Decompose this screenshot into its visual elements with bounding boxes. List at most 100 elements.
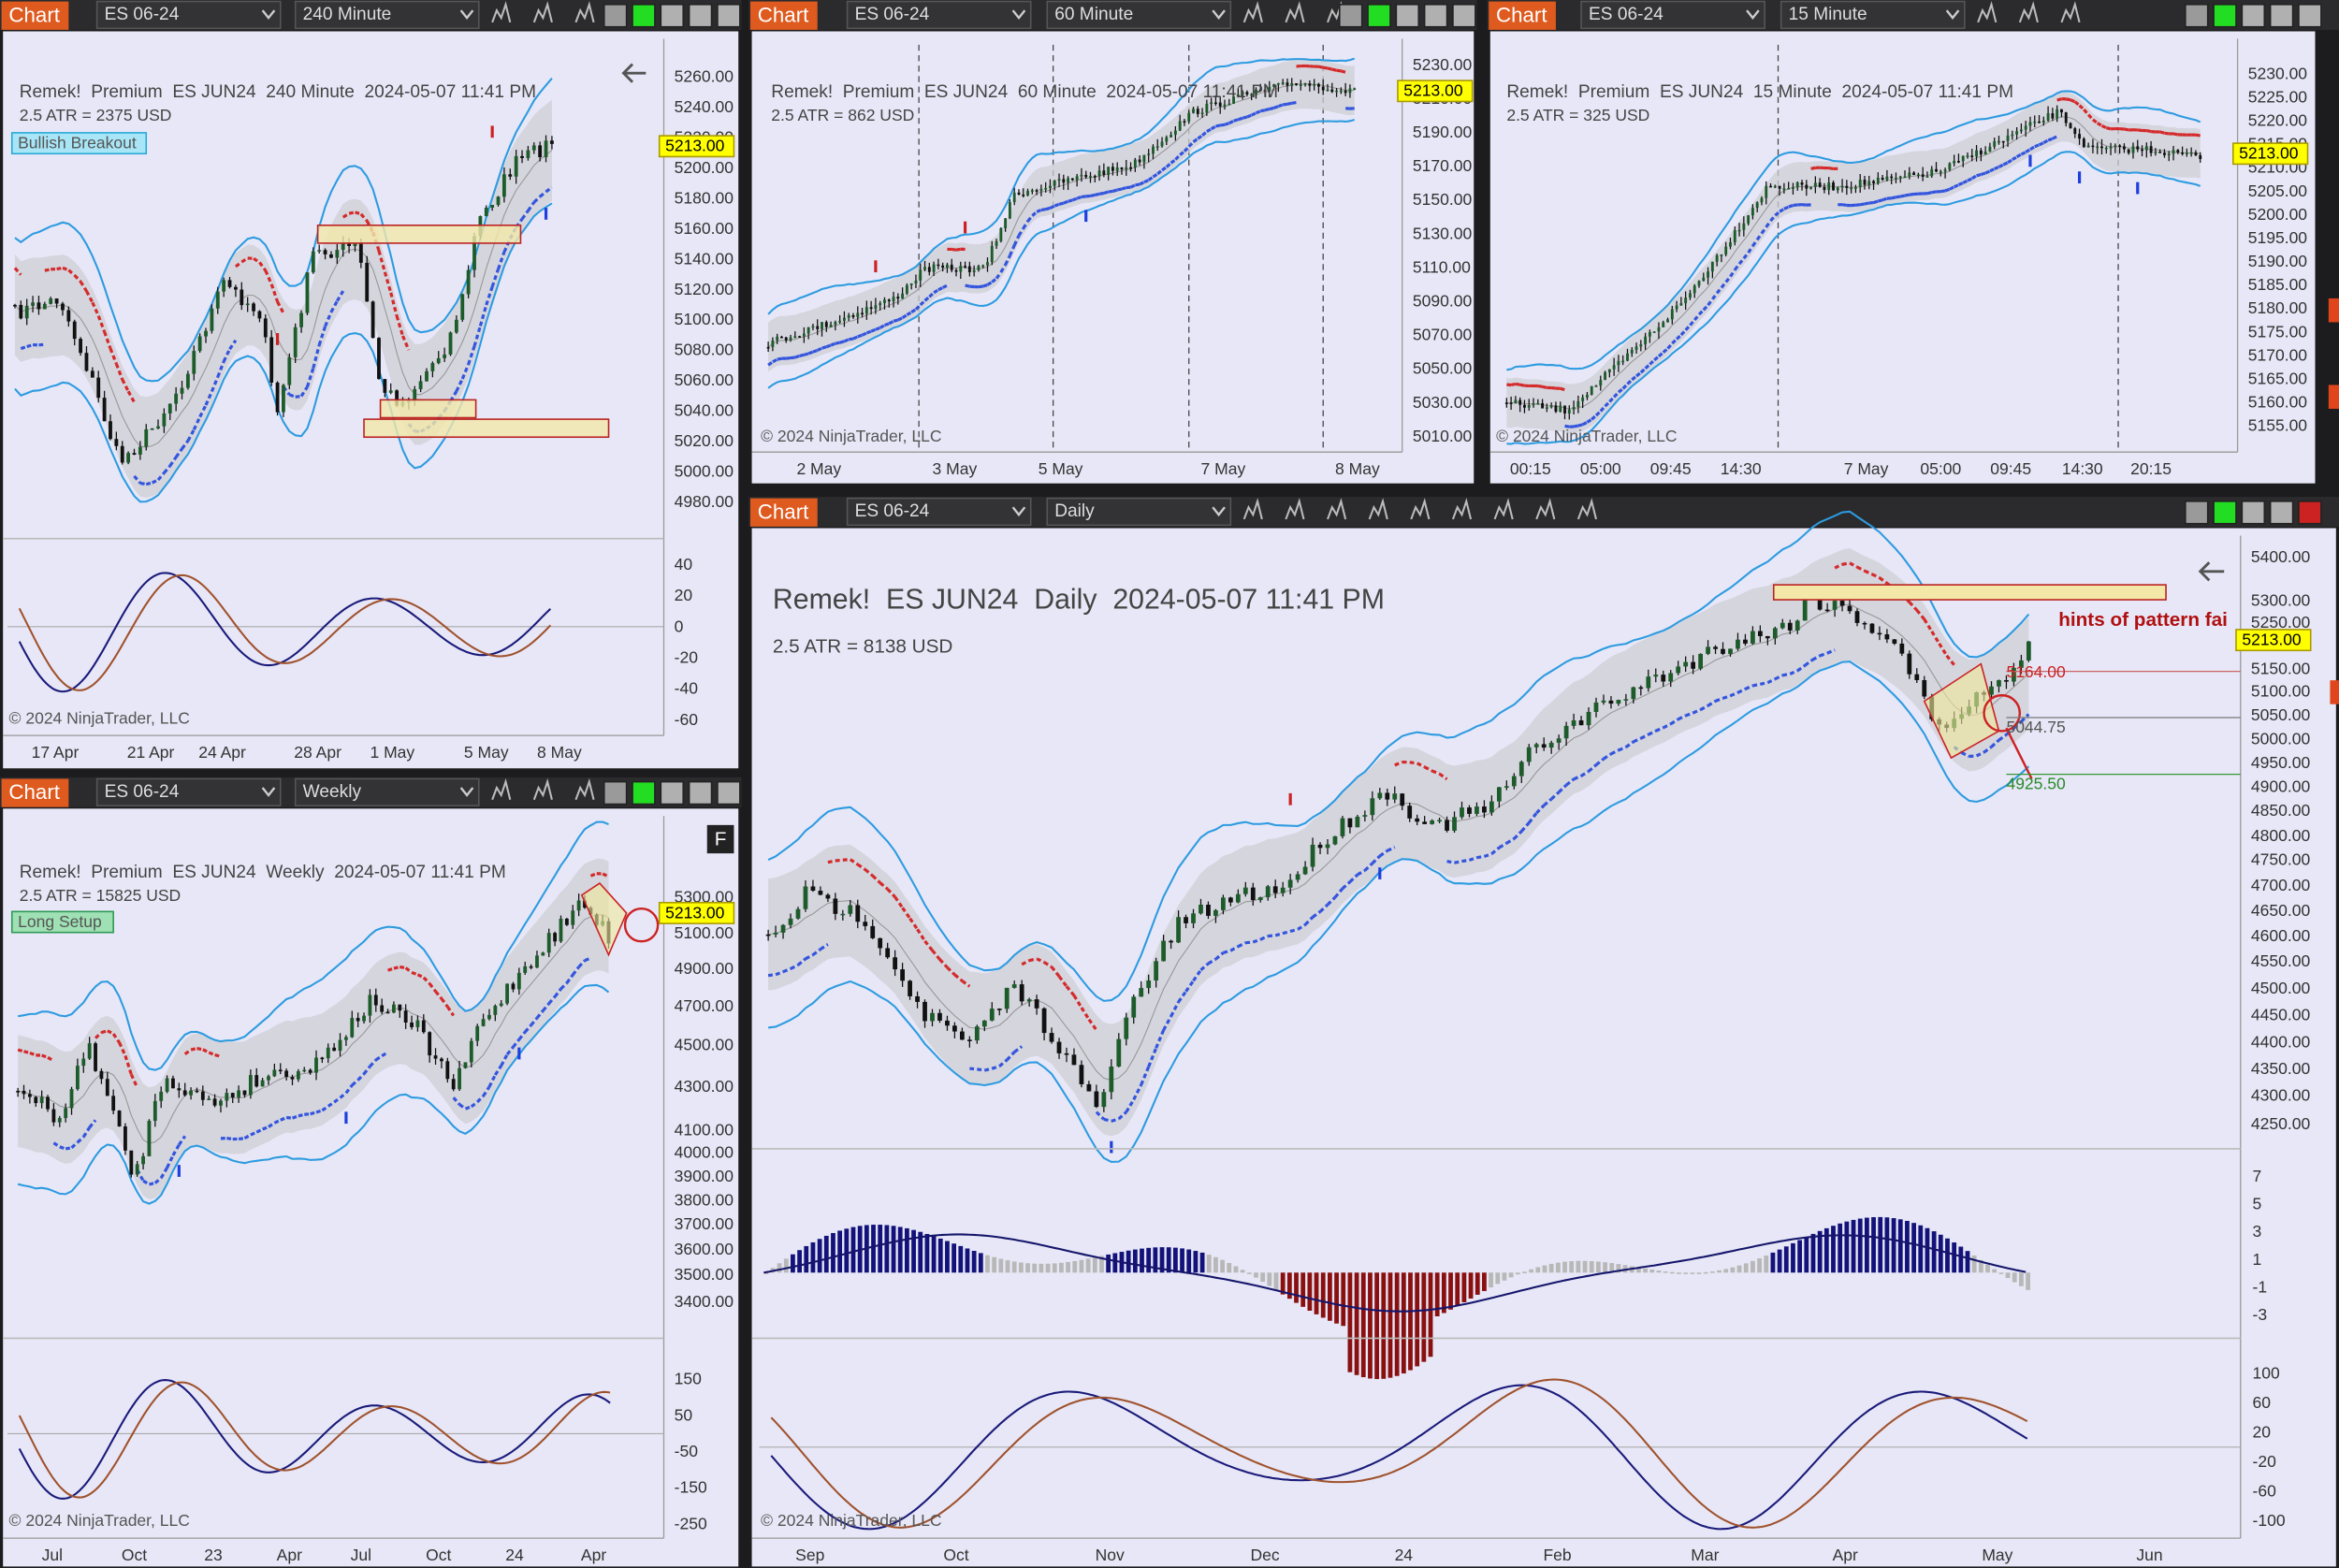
window-button[interactable] — [2298, 3, 2322, 28]
trend-dash — [47, 1055, 55, 1063]
window-button[interactable] — [1367, 3, 1391, 28]
instrument-dropdown[interactable] — [95, 0, 282, 30]
trend-dash — [995, 271, 1003, 280]
interval-dropdown[interactable] — [1046, 497, 1232, 527]
window-button[interactable] — [1395, 3, 1420, 28]
trend-dash — [464, 1105, 472, 1111]
histogram-bar — [1273, 1272, 1279, 1291]
trend-dash — [1201, 130, 1208, 137]
instrument-dropdown[interactable] — [1580, 0, 1765, 30]
window-button[interactable] — [603, 780, 628, 806]
window-button[interactable] — [688, 3, 713, 28]
histogram-bar — [1199, 1252, 1205, 1273]
toolbar-icon[interactable] — [491, 777, 512, 801]
window-button[interactable] — [660, 780, 685, 806]
window-button[interactable] — [660, 3, 685, 28]
window-button[interactable] — [1338, 3, 1363, 28]
window-button[interactable] — [2298, 501, 2322, 525]
window-button[interactable] — [2184, 501, 2209, 525]
trend-dash — [487, 1074, 497, 1088]
window-button[interactable] — [632, 3, 656, 28]
window-button[interactable] — [1452, 3, 1476, 28]
chart-tab[interactable] — [1, 778, 69, 807]
chart-tab[interactable] — [749, 498, 818, 527]
copyright: © 2024 NinjaTrader, LLC — [761, 427, 941, 445]
candle-body — [1348, 88, 1352, 94]
candle-body — [1205, 103, 1209, 113]
toolbar-icon[interactable] — [1285, 1, 1305, 23]
toolbar-icon[interactable] — [1242, 1, 1263, 23]
interval-dropdown[interactable] — [294, 777, 480, 806]
toolbar-icon[interactable] — [1576, 498, 1598, 520]
histogram-bar — [985, 1255, 990, 1273]
candle-body — [2144, 146, 2148, 151]
candle-body — [117, 1111, 122, 1127]
histogram-bar — [1307, 1272, 1313, 1311]
trend-dash — [1116, 187, 1123, 192]
candle-body — [1101, 1092, 1107, 1108]
toolbar-icon[interactable] — [1535, 498, 1556, 520]
osc-tick-label: -150 — [675, 1478, 707, 1497]
window-button[interactable] — [603, 3, 628, 28]
toolbar-icon[interactable] — [574, 777, 595, 801]
toolbar-icon[interactable] — [1285, 498, 1305, 520]
interval-dropdown[interactable] — [294, 0, 480, 30]
back-arrow[interactable] — [2198, 561, 2225, 582]
interval-dropdown[interactable] — [1046, 0, 1232, 30]
candle-body — [1572, 406, 1576, 410]
candle-body — [1286, 82, 1289, 86]
candle-body — [1585, 394, 1589, 398]
interval-dropdown[interactable] — [1780, 0, 1966, 30]
osc-tick-label: -250 — [675, 1514, 707, 1532]
window-button[interactable] — [688, 780, 713, 806]
window-button[interactable] — [717, 3, 741, 28]
candle-body — [1676, 666, 1681, 674]
chart-tab[interactable] — [1, 1, 69, 30]
trend-dash — [1649, 358, 1656, 366]
toolbar-icon[interactable] — [1368, 498, 1388, 520]
f-button[interactable] — [706, 824, 734, 854]
trend-dash — [1318, 903, 1329, 913]
instrument-dropdown[interactable] — [846, 0, 1032, 30]
toolbar-icon[interactable] — [491, 1, 512, 23]
trend-dash — [843, 338, 850, 343]
candle-body — [445, 1061, 450, 1080]
toolbar-icon[interactable] — [532, 777, 553, 801]
trend-dash — [1057, 975, 1068, 988]
window-button[interactable] — [2269, 501, 2294, 525]
trend-dash — [999, 264, 1007, 273]
window-button[interactable] — [2184, 3, 2209, 28]
toolbar-icon[interactable] — [532, 1, 553, 23]
window-button[interactable] — [1423, 3, 1448, 28]
trend-dash — [192, 415, 202, 431]
toolbar-icon[interactable] — [574, 1, 595, 23]
trend-dash — [216, 360, 225, 378]
window-button[interactable] — [2213, 3, 2237, 28]
toolbar-icon[interactable] — [1242, 498, 1263, 520]
candle-body — [788, 918, 793, 925]
toolbar-icon[interactable] — [1451, 498, 1473, 520]
window-button[interactable] — [2241, 3, 2266, 28]
toolbar-icon[interactable] — [1410, 498, 1431, 520]
candle-body — [879, 302, 882, 306]
trend-dash — [1461, 858, 1470, 864]
back-arrow[interactable] — [621, 63, 646, 83]
toolbar-icon[interactable] — [1977, 1, 1998, 23]
toolbar-icon[interactable] — [2018, 1, 2039, 23]
toolbar-icon[interactable] — [1327, 498, 1347, 520]
instrument-dropdown[interactable] — [95, 777, 282, 806]
histogram-bar — [1434, 1272, 1440, 1316]
toolbar-icon[interactable] — [2060, 1, 2081, 23]
instrument-dropdown[interactable] — [846, 497, 1032, 527]
chart-tab[interactable] — [749, 1, 818, 30]
histogram-bar — [1300, 1272, 1306, 1307]
trend-dash — [2145, 129, 2152, 134]
toolbar-icon[interactable] — [1493, 498, 1514, 520]
window-button[interactable] — [717, 780, 741, 806]
window-button[interactable] — [2241, 501, 2266, 525]
window-button[interactable] — [632, 780, 656, 806]
chart-tab[interactable] — [1489, 1, 1556, 30]
window-button[interactable] — [2213, 501, 2237, 525]
candle-body — [2056, 109, 2059, 119]
window-button[interactable] — [2269, 3, 2294, 28]
